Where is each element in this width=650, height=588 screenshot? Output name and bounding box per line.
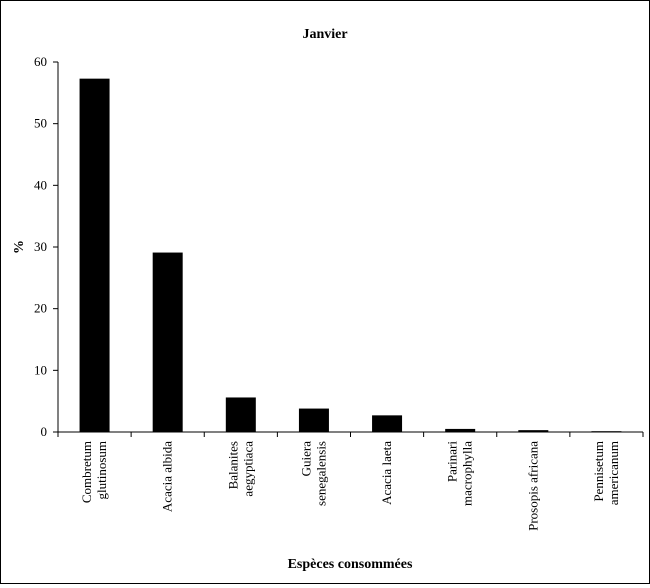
bar — [591, 431, 622, 432]
bar — [225, 397, 256, 432]
category-label: Acacia albida — [160, 441, 175, 512]
category-label: Acacia laeta — [379, 441, 394, 505]
category-label-line: macrophylla — [460, 441, 475, 506]
category-label-line: americanum — [606, 441, 621, 505]
category-label-line: glutinosum — [94, 441, 109, 500]
category-label-line: Parinari — [445, 441, 460, 483]
bar — [298, 408, 329, 432]
bar — [445, 428, 476, 432]
category-label-line: Balanites — [225, 441, 240, 489]
chart-title: Janvier — [302, 27, 347, 42]
category-label-line: Pennisetum — [591, 441, 606, 502]
category-label: Balanitesaegyptiaca — [225, 441, 255, 497]
category-label-line: Guiera — [298, 441, 313, 477]
y-tick-label: 0 — [41, 424, 48, 439]
category-label: Prosopis africana — [525, 441, 540, 531]
y-tick-label: 60 — [34, 54, 47, 69]
category-label-line: Acacia laeta — [379, 441, 394, 505]
bar — [79, 78, 110, 433]
y-tick-label: 20 — [34, 301, 47, 316]
bar — [372, 415, 403, 432]
category-label-line: Acacia albida — [160, 441, 175, 512]
plot-area: 0 10 20 30 40 50 60 Combretumglutinosum Acacia a… — [34, 54, 644, 531]
y-tick-label: 50 — [34, 116, 47, 131]
y-axis-title: % — [12, 240, 27, 254]
category-label: Parinarimacrophylla — [445, 441, 475, 506]
y-tick-label: 10 — [34, 362, 47, 377]
bar — [152, 252, 183, 432]
category-label-line: aegyptiaca — [240, 441, 255, 497]
y-tick-label: 30 — [34, 239, 47, 254]
category-label-line: Prosopis africana — [525, 441, 540, 531]
bar — [518, 430, 549, 432]
category-label: Pennisetumamericanum — [591, 441, 621, 505]
category-label: Guierasenegalensis — [298, 441, 328, 506]
x-axis-title: Espèces consommées — [288, 557, 413, 572]
category-label-line: Combretum — [79, 441, 94, 503]
y-tick-label: 40 — [34, 177, 47, 192]
category-label-line: senegalensis — [313, 441, 328, 506]
category-label: Combretumglutinosum — [79, 441, 109, 503]
